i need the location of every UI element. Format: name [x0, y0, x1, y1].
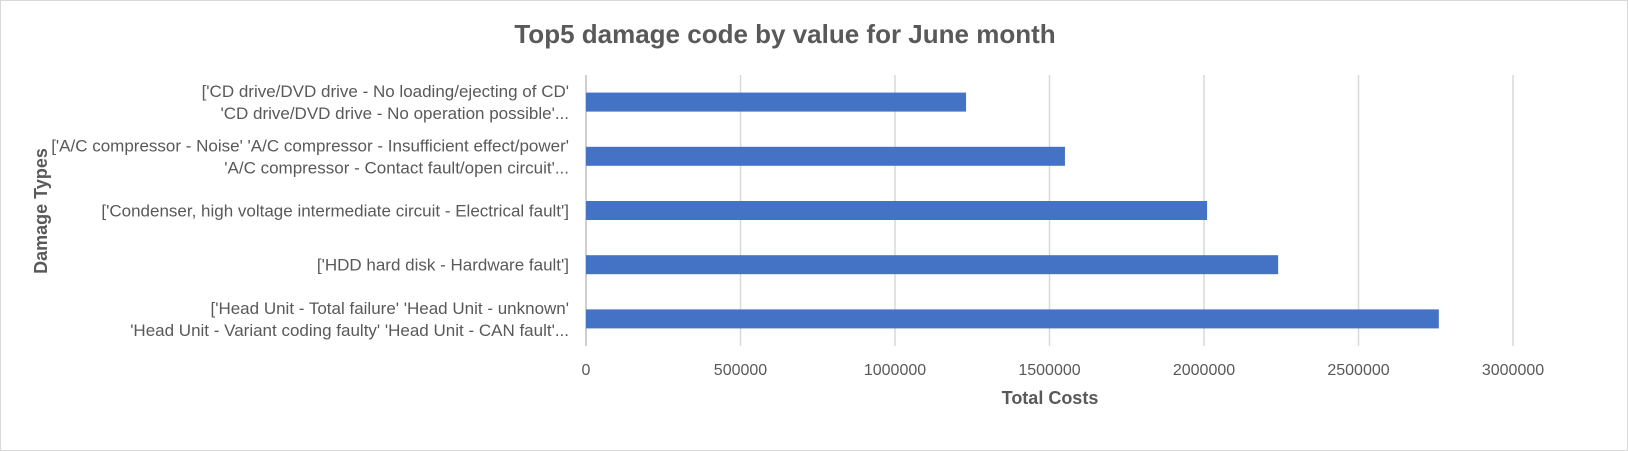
category-label: 'Head Unit - Variant coding faulty' 'Hea…: [130, 321, 569, 340]
bar: [586, 146, 1065, 166]
x-tick-labels: 0 500000 1000000 1500000 2000000 2500000 30000…: [582, 362, 1545, 379]
bars: [586, 92, 1439, 329]
bar: [586, 255, 1279, 275]
category-label: 'CD drive/DVD drive - No operation possi…: [220, 104, 569, 123]
x-tick-label: 0: [582, 362, 591, 379]
x-tick-label: 1500000: [1018, 362, 1080, 379]
category-label: ['Head Unit - Total failure' 'Head Unit …: [210, 299, 569, 318]
category-label: ['CD drive/DVD drive - No loading/ejecti…: [202, 82, 569, 101]
category-labels: ['CD drive/DVD drive - No loading/ejecti…: [51, 82, 569, 340]
chart-title: Top5 damage code by value for June month: [514, 19, 1055, 49]
category-label: ['Condenser, high voltage intermediate c…: [101, 202, 569, 221]
x-tick-label: 500000: [714, 362, 767, 379]
category-label: 'A/C compressor - Contact fault/open cir…: [224, 158, 569, 177]
bar: [586, 201, 1208, 220]
x-tick-label: 2500000: [1327, 362, 1389, 379]
y-axis-title: Damage Types: [31, 148, 51, 274]
x-tick-label: 3000000: [1482, 362, 1544, 379]
x-axis-title: Total Costs: [1002, 388, 1099, 408]
x-tick-label: 2000000: [1173, 362, 1235, 379]
x-tick-label: 1000000: [864, 362, 926, 379]
category-label: ['HDD hard disk - Hardware fault']: [317, 256, 569, 275]
bar: [586, 309, 1439, 329]
bar: [586, 92, 967, 112]
category-label: ['A/C compressor - Noise' 'A/C compresso…: [51, 136, 569, 155]
